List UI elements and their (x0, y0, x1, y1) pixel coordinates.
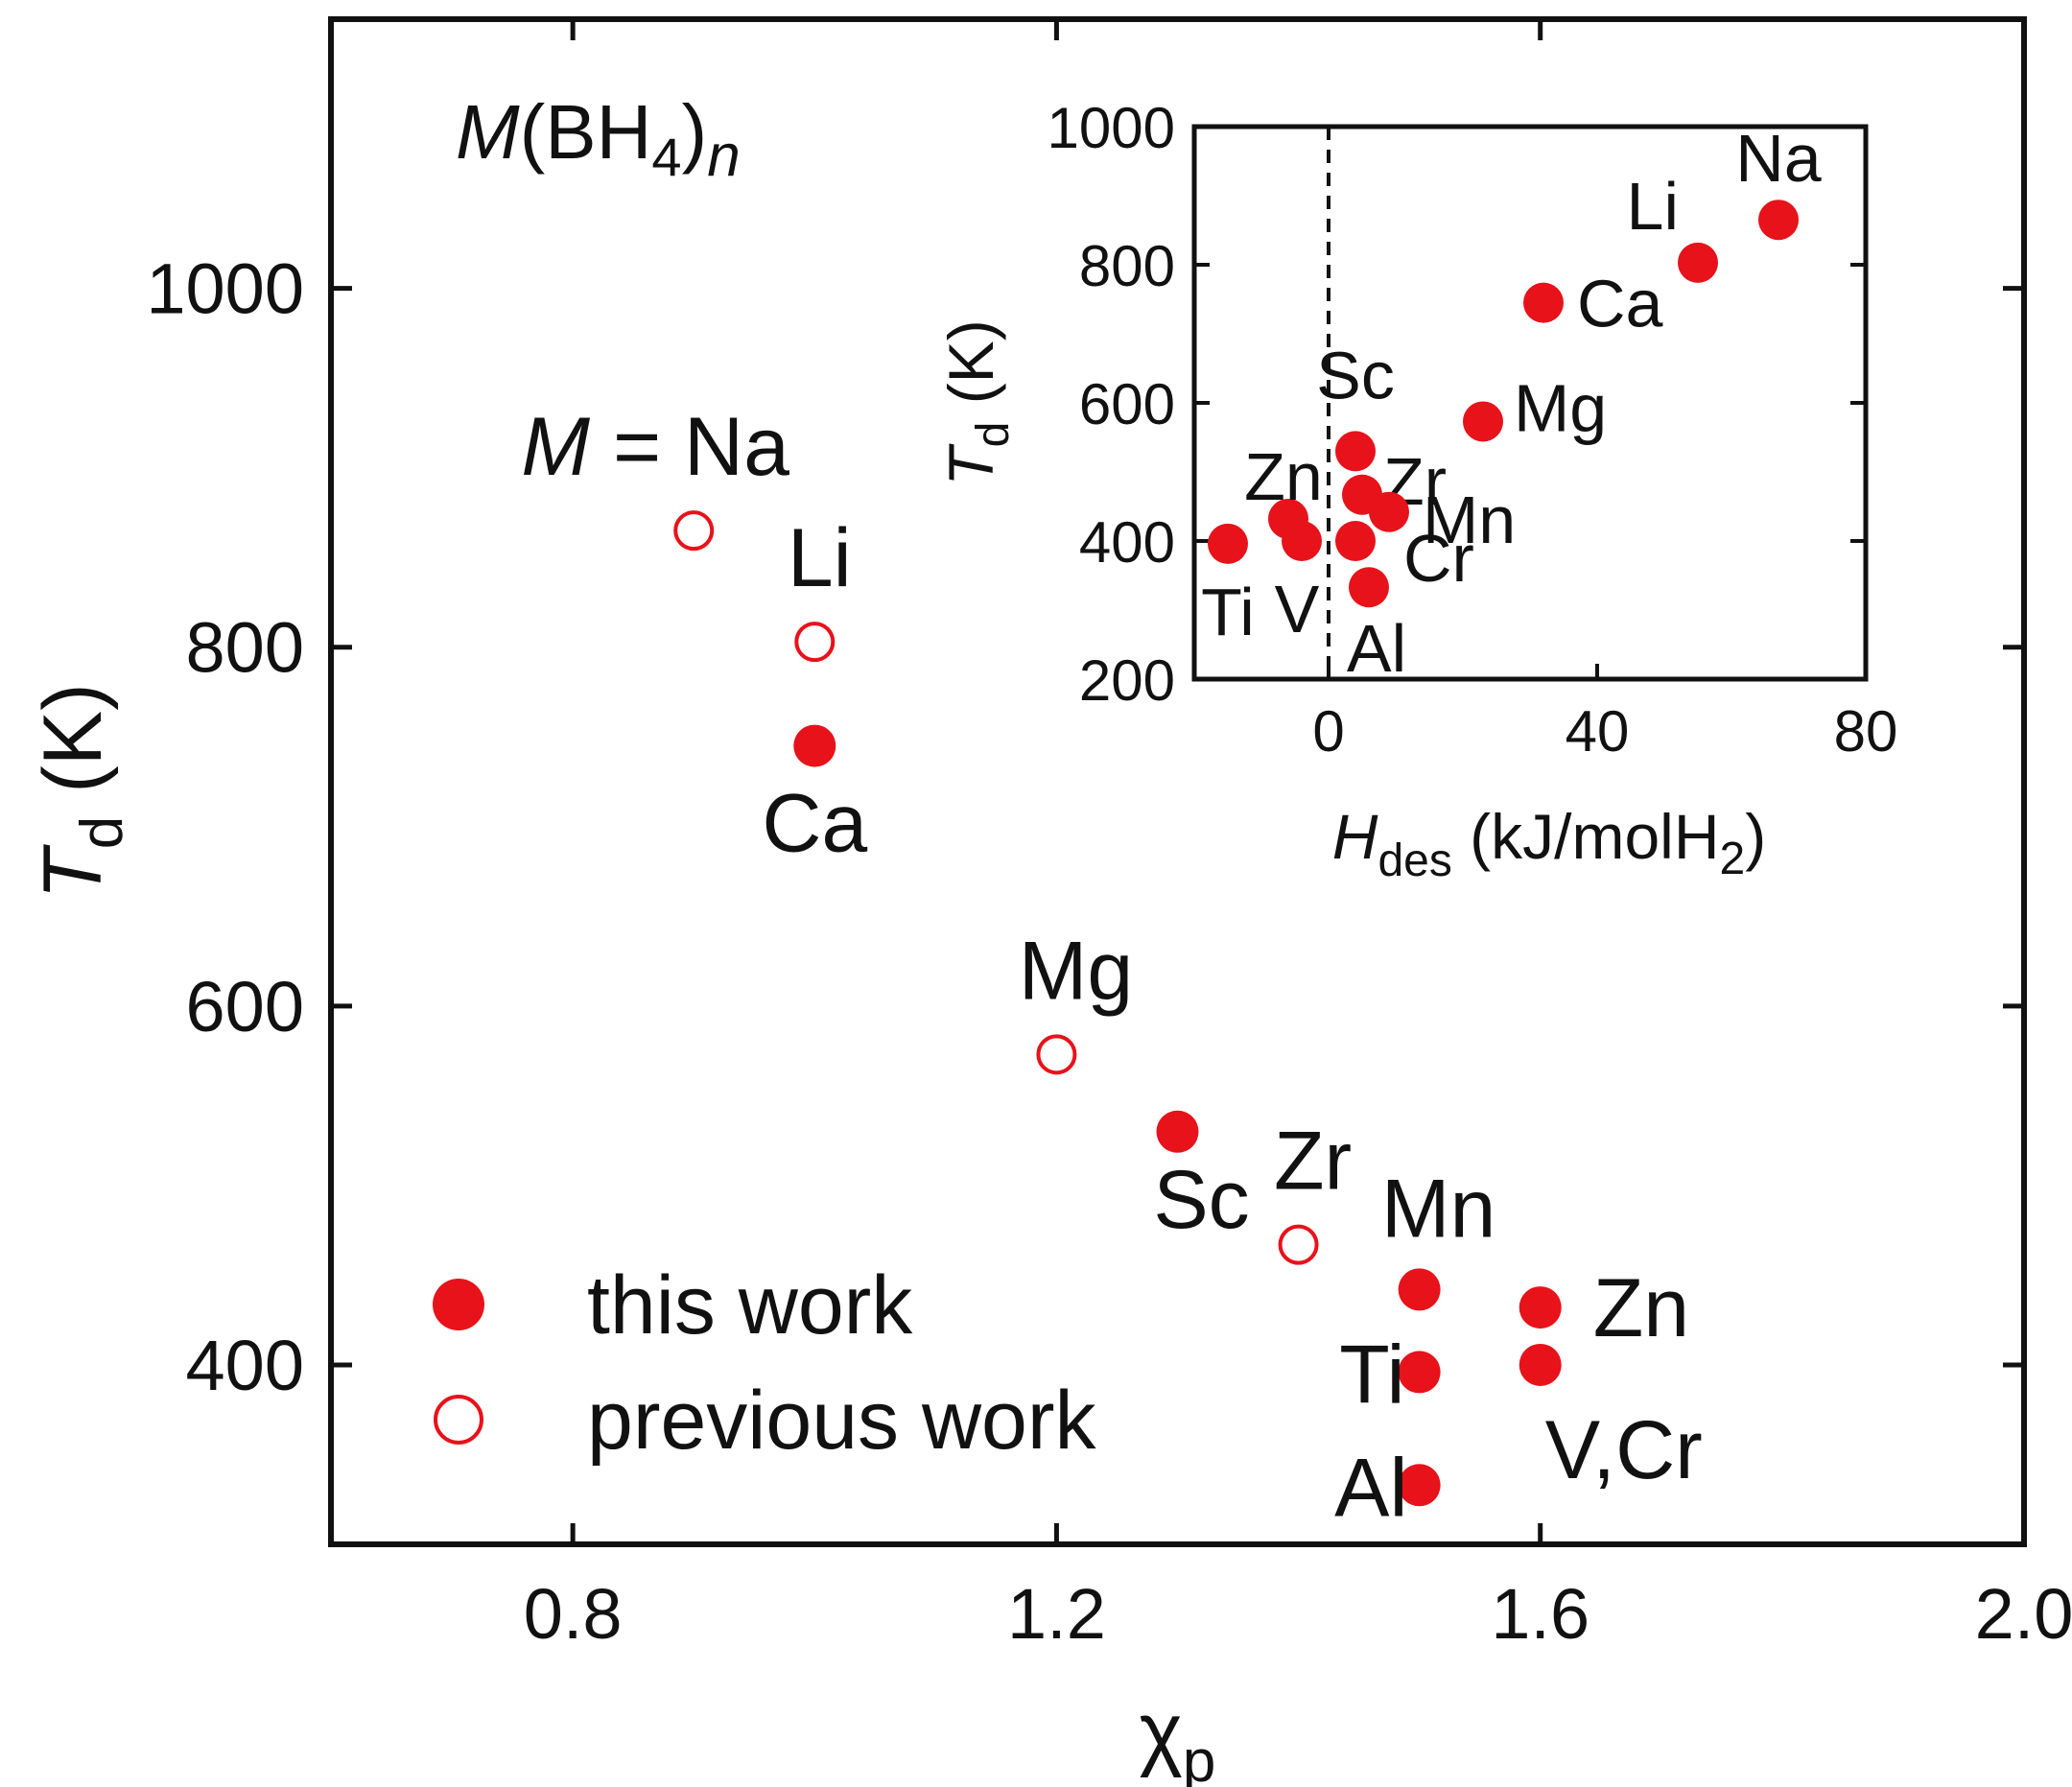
inset-x-tick-label: 80 (1834, 699, 1898, 764)
legend-label-this-work: this work (587, 1259, 913, 1352)
inset-y-tick-label: 600 (1079, 372, 1175, 436)
inset-point-label-na: Na (1735, 121, 1822, 196)
x-axis-title-main: χ (1140, 1686, 1183, 1778)
inset-data-point-mg (1463, 401, 1503, 442)
inset-y-tick-label: 200 (1079, 648, 1175, 713)
point-label-na: M = Na (521, 401, 789, 493)
inset-x-title-part: ) (1745, 801, 1766, 872)
inset-y-tick-label: 400 (1079, 510, 1175, 575)
y-axis-title: Td (K) (27, 683, 135, 900)
point-label-zn: Zn (1593, 1262, 1689, 1354)
main-plot-frame (328, 16, 2027, 1547)
y-axis-title-unit: (K) (27, 683, 119, 816)
inset-data-point-na (1758, 200, 1799, 241)
data-point-m-na (673, 510, 715, 552)
x-axis-title: χp (1140, 1686, 1216, 1787)
legend-marker-previous-work (434, 1395, 483, 1445)
inset-point-label-li: Li (1627, 169, 1679, 244)
data-point-zn (1519, 1286, 1562, 1329)
point-label-al: Al (1334, 1442, 1407, 1534)
inset-point-label-ti: Ti (1201, 575, 1255, 649)
y-tick-label: 800 (186, 608, 304, 688)
point-label-mn: Mn (1381, 1163, 1495, 1255)
inset-x-title-part: (kJ/molH (1452, 801, 1720, 872)
inset-data-point-ca (1523, 282, 1564, 323)
formula-part: n (707, 123, 740, 189)
data-point-al (1398, 1464, 1441, 1507)
inset-y-title-part: d (968, 422, 1019, 448)
y-tick-label: 600 (186, 967, 304, 1046)
inset-point-label-cr: Cr (1403, 521, 1474, 596)
data-point-zr (1278, 1224, 1319, 1265)
point-label-ca: Ca (762, 778, 867, 870)
inset-point-label-ca: Ca (1577, 267, 1663, 341)
point-label-part: = Na (590, 401, 789, 493)
formula-part: (BH (520, 89, 652, 175)
inset-data-point-mn (1369, 491, 1409, 532)
inset-x-title-part: des (1377, 835, 1451, 886)
inset-point-label-al: Al (1347, 611, 1406, 686)
data-point-mg (1036, 1034, 1077, 1075)
inset-y-tick-label: 1000 (1048, 96, 1175, 160)
inset-point-label-zn: Zn (1244, 439, 1323, 514)
inset-x-tick-label: 40 (1566, 699, 1630, 764)
inset-data-point-al (1349, 567, 1389, 608)
inset-point-label-sc: Sc (1316, 338, 1395, 412)
point-label-ti: Ti (1339, 1328, 1404, 1421)
data-point-li (794, 622, 836, 663)
point-label-mg: Mg (1019, 925, 1133, 1017)
x-tick-label: 1.2 (1007, 1574, 1106, 1654)
inset-x-title-part: 2 (1720, 834, 1746, 884)
y-axis-title-sub: d (69, 816, 135, 849)
x-axis-title-sub: p (1183, 1728, 1215, 1787)
inset-point-label-mn: Mn (1423, 482, 1516, 557)
inset-y-axis-title: Td (K) (935, 319, 1019, 485)
inset-point-label-mg: Mg (1514, 370, 1607, 445)
point-label-zr: Zr (1274, 1116, 1352, 1208)
point-label-sc: Sc (1153, 1154, 1249, 1246)
x-tick-label: 0.8 (524, 1574, 623, 1654)
inset-x-title-part: H (1332, 801, 1378, 872)
point-label-v-cr: V,Cr (1545, 1404, 1703, 1496)
point-label-li: Li (788, 512, 852, 604)
data-point-mn (1398, 1268, 1441, 1311)
data-point-ca (793, 724, 836, 767)
formula-part: ) (682, 89, 708, 175)
formula-part: 4 (651, 127, 681, 187)
inset-y-title-part: (K) (935, 319, 1006, 421)
data-point-ti (1398, 1351, 1441, 1394)
legend-marker-this-work (433, 1279, 484, 1330)
data-point-sc (1156, 1110, 1199, 1153)
inset-y-tick-label: 800 (1079, 234, 1175, 298)
y-tick-label: 400 (186, 1326, 304, 1405)
inset-data-point-sc (1335, 431, 1376, 472)
inset-data-point-cr (1335, 521, 1376, 561)
inset-data-point-v (1282, 521, 1322, 561)
inset-x-tick-label: 0 (1312, 699, 1344, 764)
inset-data-point-li (1678, 242, 1718, 283)
x-tick-label: 2.0 (1975, 1574, 2072, 1654)
y-tick-label: 1000 (146, 249, 304, 329)
formula-label: M(BH4)n (456, 89, 741, 189)
data-point-v-cr (1519, 1343, 1562, 1386)
inset-x-axis-title: Hdes (kJ/molH2) (1332, 801, 1766, 886)
y-axis-title-main: T (27, 844, 119, 900)
formula-part: M (456, 89, 520, 175)
inset-data-point-ti (1208, 523, 1248, 564)
legend-label-previous-work: previous work (587, 1375, 1097, 1467)
inset-y-title-part: T (935, 443, 1006, 486)
x-tick-label: 1.6 (1491, 1574, 1589, 1654)
inset-point-label-v: V (1275, 572, 1320, 647)
point-label-part: M (521, 401, 590, 493)
